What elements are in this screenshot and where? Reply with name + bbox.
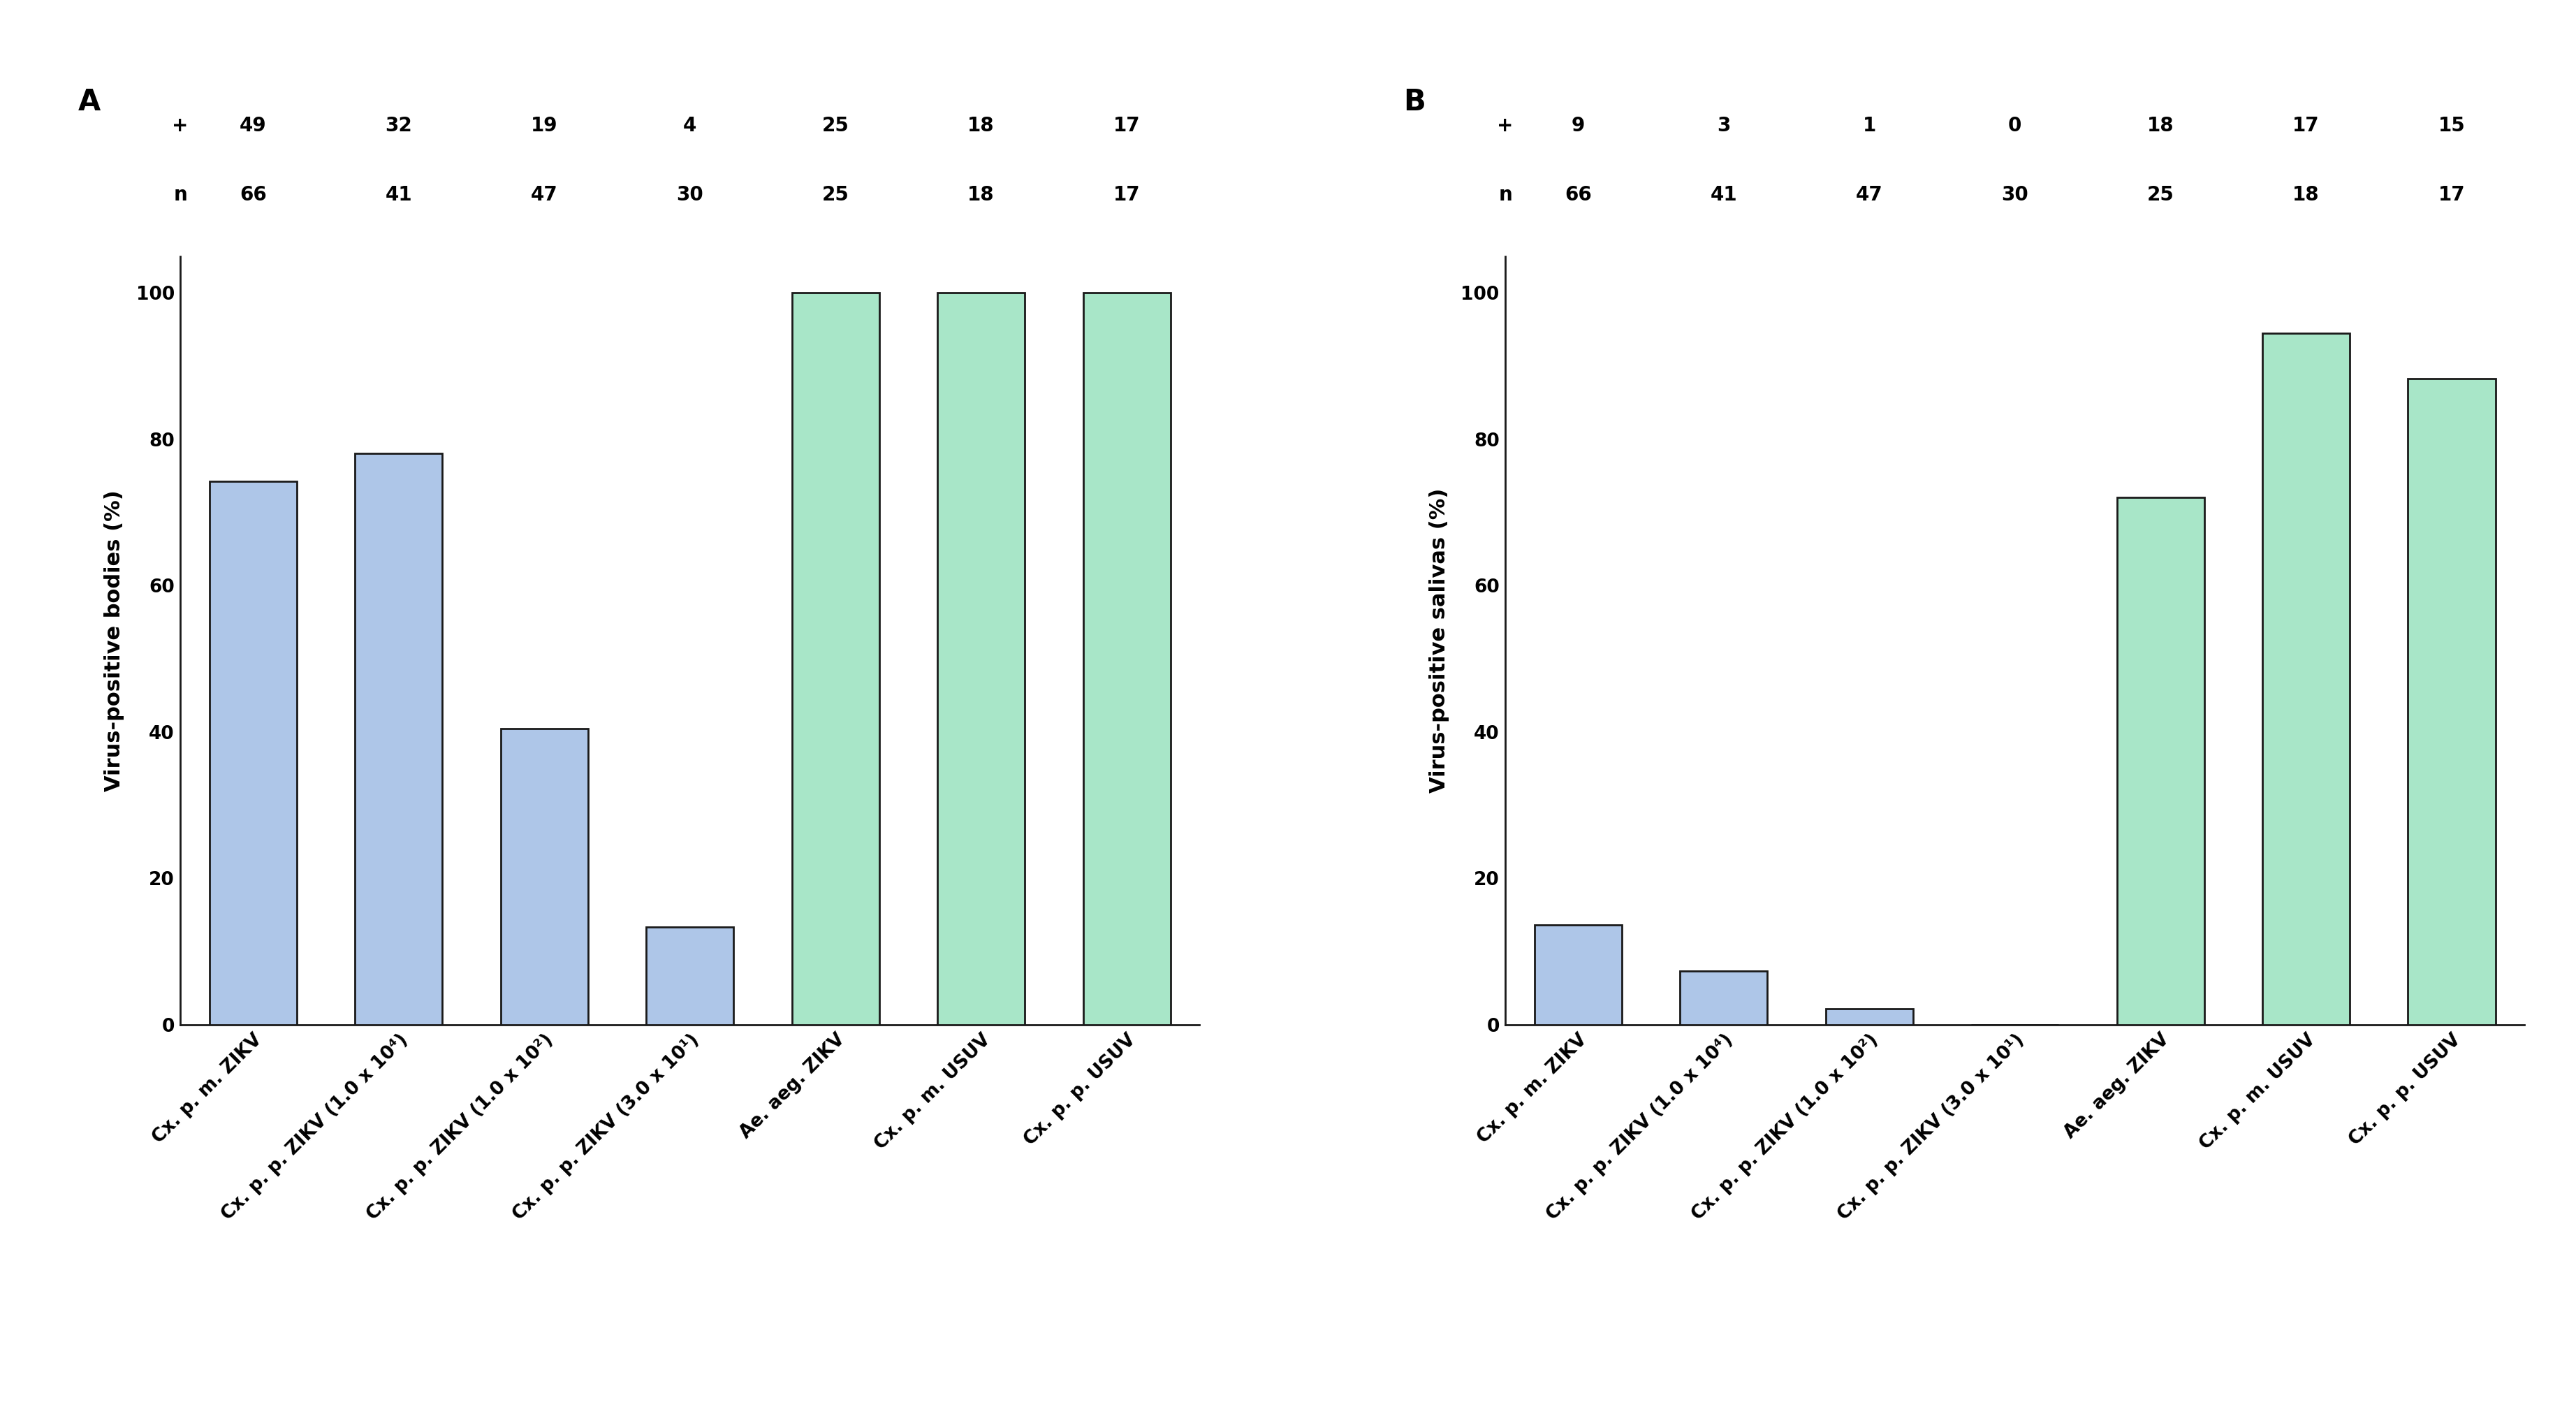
Text: 25: 25	[2146, 185, 2174, 205]
Text: A: A	[77, 87, 100, 117]
Text: 15: 15	[2437, 115, 2465, 135]
Text: 66: 66	[1564, 185, 1592, 205]
Text: 47: 47	[1855, 185, 1883, 205]
Y-axis label: Virus-positive salivas (%): Virus-positive salivas (%)	[1430, 488, 1450, 793]
Text: 41: 41	[386, 185, 412, 205]
Text: 30: 30	[2002, 185, 2027, 205]
Bar	[938, 293, 1025, 1025]
Bar	[1680, 970, 1767, 1025]
Bar	[647, 926, 734, 1025]
Text: 9: 9	[1571, 115, 1584, 135]
Text: 30: 30	[677, 185, 703, 205]
Text: 17: 17	[1113, 115, 1141, 135]
Text: 41: 41	[1710, 185, 1736, 205]
Text: n: n	[1499, 185, 1512, 205]
Y-axis label: Virus-positive bodies (%): Virus-positive bodies (%)	[103, 490, 124, 791]
Text: +: +	[173, 115, 188, 135]
Text: 49: 49	[240, 115, 265, 135]
Text: 4: 4	[683, 115, 696, 135]
Text: 19: 19	[531, 115, 559, 135]
Text: 17: 17	[2293, 115, 2318, 135]
Text: B: B	[1404, 87, 1425, 117]
Text: 25: 25	[822, 115, 850, 135]
Text: 66: 66	[240, 185, 268, 205]
Bar	[355, 454, 443, 1025]
Bar	[1082, 293, 1170, 1025]
Bar	[500, 729, 587, 1025]
Text: 1: 1	[1862, 115, 1875, 135]
Text: 47: 47	[531, 185, 559, 205]
Text: 32: 32	[386, 115, 412, 135]
Bar	[1535, 925, 1623, 1025]
Text: 17: 17	[1113, 185, 1141, 205]
Text: 18: 18	[969, 185, 994, 205]
Text: 25: 25	[822, 185, 850, 205]
Bar	[2409, 379, 2496, 1025]
Text: 17: 17	[2439, 185, 2465, 205]
Bar	[2262, 333, 2349, 1025]
Bar	[1826, 1009, 1914, 1025]
Bar	[791, 293, 878, 1025]
Text: 18: 18	[2293, 185, 2318, 205]
Bar	[2117, 498, 2205, 1025]
Text: 18: 18	[2146, 115, 2174, 135]
Text: 18: 18	[969, 115, 994, 135]
Bar	[209, 481, 296, 1025]
Text: +: +	[1497, 115, 1515, 135]
Text: 3: 3	[1718, 115, 1731, 135]
Text: n: n	[173, 185, 188, 205]
Text: 0: 0	[2009, 115, 2022, 135]
